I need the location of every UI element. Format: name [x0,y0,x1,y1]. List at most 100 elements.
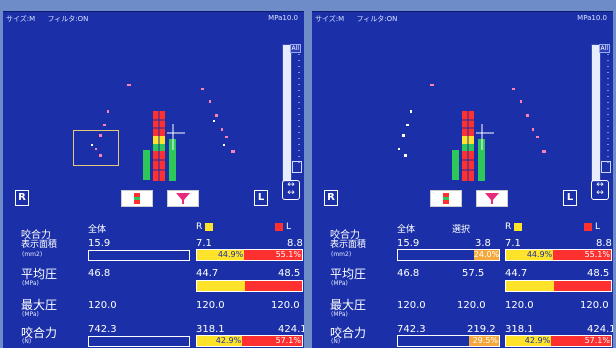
avg-r-value: 44.7 [196,268,219,279]
top-info: サイズ:M フィルタ:ON [315,14,407,24]
area-label-1: 咬合力 [21,230,51,241]
avg-pressure-unit: (MPa) [331,280,348,287]
occlusion-map [398,84,546,181]
force-all-value: 742.3 [88,324,117,335]
area-unit: (mm2) [331,251,352,258]
area-all-value: 15.9 [397,238,420,249]
right-side-label: R [324,190,338,206]
force-unit: (N) [331,338,341,345]
l-color-swatch [584,222,592,231]
filter-icon[interactable] [476,190,508,207]
max-l-value: 120.0 [271,300,300,311]
force-r-pct: 42.9% [506,336,552,346]
pressure-scale-max: MPa10.0 [268,14,298,22]
avg-l-value: 48.5 [587,268,610,279]
force-sel-value: 219.2 [467,324,496,335]
statistics-table: 全体 選択 R L 咬合力 表示面積 (mm2) 15.9 3.8 7.1 8.… [312,210,613,348]
zoom-toggle-icon[interactable]: ↔ ↔ [591,180,609,200]
pressure-scale-bar[interactable] [591,44,601,182]
col-r-label: R [196,222,203,232]
avg-r-fill [506,281,555,291]
area-ratio-bar: 44.9% 55.1% [196,249,303,261]
area-ratio-bar: 44.9% 55.1% [505,249,612,261]
max-pressure-unit: (MPa) [331,311,348,318]
size-label: サイズ:M [6,15,36,23]
force-l-pct: 57.1% [242,336,302,346]
col-header-r: R [196,222,214,232]
histogram-toggle-icon[interactable] [121,190,153,207]
col-header-l: L [275,222,291,232]
occlusion-view[interactable]: All ↔ ↔ [312,24,613,200]
max-r-value: 120.0 [505,300,534,311]
force-unit: (N) [22,338,32,345]
area-unit: (mm2) [22,251,43,258]
selection-rectangle[interactable] [73,130,119,166]
area-label-2: 表示面積 [21,240,58,250]
force-ratio-bar: 42.9% 57.1% [196,335,303,347]
col-l-label: L [286,222,292,232]
scale-lower-marker[interactable] [292,161,302,173]
avg-ratio-bar [196,280,303,292]
filter-icon[interactable] [167,190,199,207]
col-header-all: 全体 [88,225,107,235]
force-all-bar [88,336,190,347]
size-label: サイズ:M [315,15,345,23]
area-r-value: 7.1 [196,238,212,249]
col-header-l: L [584,222,600,232]
area-l-pct: 55.1% [244,250,302,260]
avg-pressure-unit: (MPa) [22,280,39,287]
area-label-2: 表示面積 [330,240,367,250]
histogram-toggle-icon[interactable] [430,190,462,207]
left-side-label: L [563,190,577,206]
scale-ticks [607,54,609,164]
avg-sel-value: 57.5 [462,268,485,279]
occlusion-map [91,84,235,181]
area-sel-value: 3.8 [475,238,491,249]
max-pressure-label: 最大圧 [330,298,367,312]
max-r-value: 120.0 [196,300,225,311]
scale-all-button[interactable]: All [289,44,301,53]
col-header-all: 全体 [397,225,416,235]
max-all-value: 120.0 [88,300,117,311]
avg-ratio-bar [505,280,612,292]
r-color-swatch [514,222,523,231]
max-pressure-label: 最大圧 [21,298,58,312]
l-color-swatch [275,222,283,231]
area-sel-pct: 24.0% [473,250,500,260]
area-sel-spacer [398,250,474,260]
occlusion-panel-right: サイズ:M フィルタ:ON MPa10.0 [312,11,613,348]
force-l-value: 424.1 [587,324,613,335]
scale-all-button[interactable]: All [598,44,610,53]
max-pressure-unit: (MPa) [22,311,39,318]
col-r-label: R [505,222,512,232]
avg-all-value: 46.8 [397,268,420,279]
area-l-pct: 55.1% [553,250,611,260]
avg-pressure-label: 平均圧 [21,267,58,281]
filter-label: フィルタ:ON [47,15,89,23]
avg-l-value: 48.5 [278,268,301,279]
area-all-bar [88,250,190,261]
force-r-value: 318.1 [505,324,534,335]
force-sel-pct: 29.5% [468,336,499,346]
force-selection-bar: 29.5% [397,335,500,347]
force-r-value: 318.1 [196,324,225,335]
zoom-toggle-icon[interactable]: ↔ ↔ [282,180,300,200]
occlusion-view[interactable]: All ↔ ↔ [3,24,304,200]
top-info: サイズ:M フィルタ:ON [6,14,98,24]
scale-lower-marker[interactable] [601,161,611,173]
force-r-pct: 42.9% [197,336,243,346]
area-selection-bar: 24.0% [397,249,500,261]
pressure-scale-max: MPa10.0 [577,14,607,22]
force-label: 咬合力 [330,326,367,340]
pressure-scale-bar[interactable] [282,44,292,182]
left-side-label: L [254,190,268,206]
force-label: 咬合力 [21,326,58,340]
force-l-value: 424.1 [278,324,304,335]
avg-r-value: 44.7 [505,268,528,279]
max-all-value: 120.0 [397,300,426,311]
area-r-pct: 44.9% [197,250,245,260]
avg-l-fill [554,281,611,291]
col-l-label: L [595,222,601,232]
avg-pressure-label: 平均圧 [330,267,367,281]
avg-all-value: 46.8 [88,268,111,279]
